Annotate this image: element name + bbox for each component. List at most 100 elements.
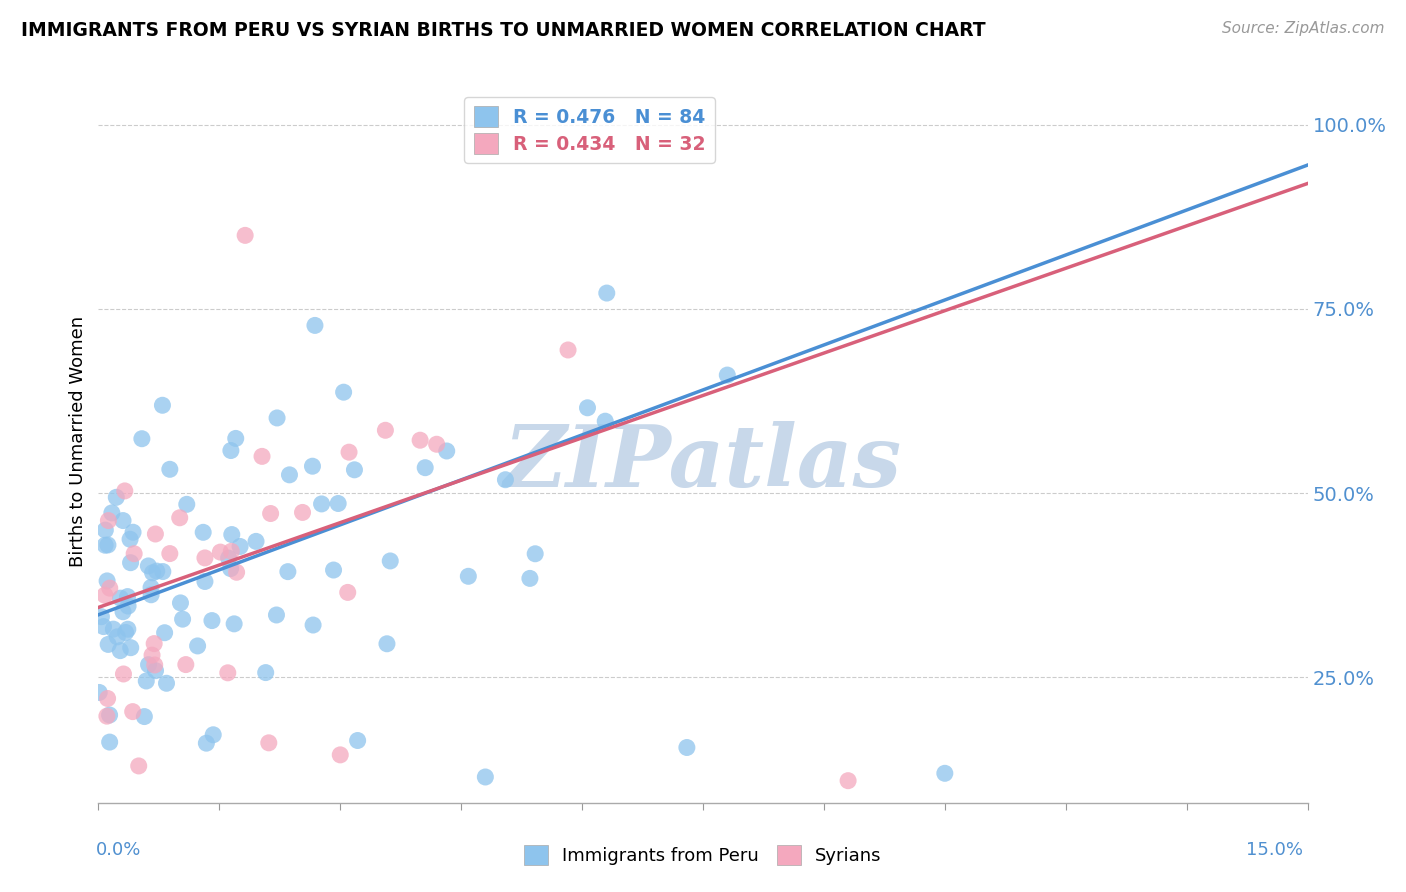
Point [219, 443, 242, 458]
Point [304, 318, 326, 333]
Point [409, 434, 432, 448]
Y-axis label: Births to Unmarried Women: Births to Unmarried Women [69, 316, 87, 567]
Point [97, 637, 120, 651]
Legend: R = 0.476   N = 84, R = 0.434   N = 32: R = 0.476 N = 84, R = 0.434 N = 32 [464, 97, 716, 163]
Point [110, 591, 132, 606]
Point [97, 514, 120, 528]
Point [221, 527, 243, 541]
Point [97, 691, 120, 706]
Point [96, 574, 118, 588]
Point [94, 523, 117, 537]
Point [332, 385, 354, 400]
Point [94, 588, 117, 602]
Point [97, 538, 120, 552]
Point [301, 459, 323, 474]
Point [138, 657, 160, 672]
Point [233, 228, 256, 243]
Point [93, 619, 115, 633]
Point [436, 444, 458, 458]
Point [152, 398, 174, 412]
Point [143, 637, 166, 651]
Point [576, 401, 599, 415]
Point [302, 618, 325, 632]
Point [346, 733, 368, 747]
Point [96, 709, 118, 723]
Text: IMMIGRANTS FROM PERU VS SYRIAN BIRTHS TO UNMARRIED WOMEN CORRELATION CHART: IMMIGRANTS FROM PERU VS SYRIAN BIRTHS TO… [21, 21, 986, 39]
Point [117, 590, 139, 604]
Point [596, 286, 619, 301]
Point [201, 614, 224, 628]
Point [375, 637, 398, 651]
Point [225, 566, 247, 580]
Text: 15.0%: 15.0% [1246, 841, 1303, 859]
Point [311, 497, 333, 511]
Point [519, 571, 541, 585]
Point [159, 462, 181, 476]
Point [257, 736, 280, 750]
Text: ZIPatlas: ZIPatlas [503, 421, 903, 505]
Point [152, 565, 174, 579]
Point [413, 460, 436, 475]
Point [120, 556, 142, 570]
Point [145, 664, 167, 678]
Point [291, 505, 314, 519]
Point [229, 540, 252, 554]
Point [138, 558, 160, 573]
Point [322, 563, 344, 577]
Point [139, 581, 162, 595]
Point [176, 497, 198, 511]
Point [122, 547, 145, 561]
Point [343, 463, 366, 477]
Point [169, 510, 191, 524]
Point [141, 648, 163, 662]
Point [105, 630, 128, 644]
Point [278, 467, 301, 482]
Point [101, 506, 124, 520]
Point [169, 596, 191, 610]
Point [110, 643, 132, 657]
Point [120, 640, 142, 655]
Point [135, 673, 157, 688]
Point [557, 343, 579, 357]
Point [143, 657, 166, 672]
Point [112, 667, 135, 681]
Point [98, 735, 121, 749]
Point [117, 622, 139, 636]
Point [374, 423, 396, 437]
Point [120, 533, 142, 547]
Point [90, 609, 112, 624]
Point [105, 491, 128, 505]
Point [250, 450, 273, 464]
Point [112, 514, 135, 528]
Point [259, 507, 281, 521]
Point [98, 708, 121, 723]
Point [426, 437, 449, 451]
Point [174, 657, 197, 672]
Point [716, 368, 738, 382]
Point [676, 740, 699, 755]
Point [155, 676, 177, 690]
Point [187, 639, 209, 653]
Point [934, 766, 956, 780]
Point [194, 550, 217, 565]
Point [474, 770, 496, 784]
Point [94, 538, 117, 552]
Point [121, 705, 143, 719]
Text: 0.0%: 0.0% [96, 841, 141, 859]
Point [103, 622, 125, 636]
Point [245, 534, 267, 549]
Point [145, 564, 167, 578]
Point [128, 759, 150, 773]
Point [217, 665, 239, 680]
Point [112, 605, 135, 619]
Point [117, 599, 139, 613]
Point [209, 545, 232, 559]
Point [266, 607, 288, 622]
Point [380, 554, 402, 568]
Point [89, 685, 111, 699]
Point [202, 728, 225, 742]
Point [221, 544, 243, 558]
Point [219, 561, 242, 575]
Point [193, 525, 215, 540]
Text: Source: ZipAtlas.com: Source: ZipAtlas.com [1222, 21, 1385, 36]
